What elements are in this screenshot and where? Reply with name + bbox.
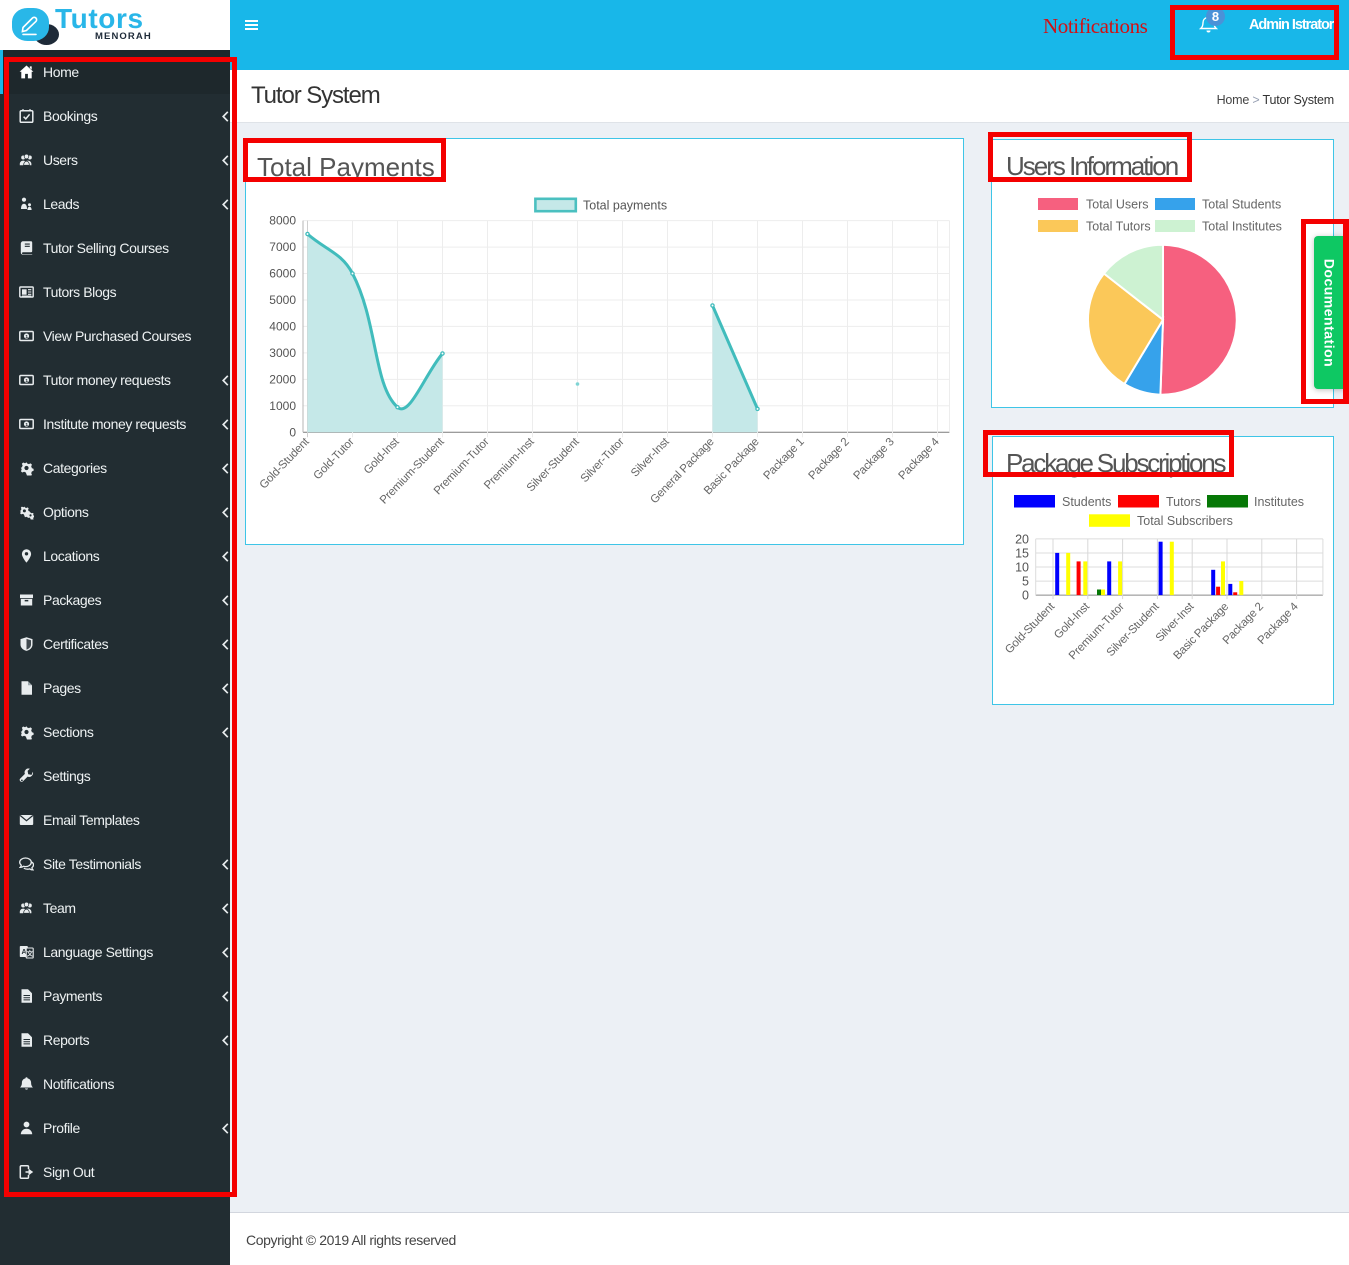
svg-text:4000: 4000 [269, 319, 296, 333]
svg-text:Silver-Tutor: Silver-Tutor [579, 436, 627, 485]
svg-text:1: 1 [25, 378, 28, 384]
svg-text:Total payments: Total payments [583, 199, 667, 213]
svg-text:Package 1: Package 1 [762, 436, 807, 482]
svg-text:Package 2: Package 2 [807, 436, 852, 482]
svg-text:Gold-Student: Gold-Student [1003, 600, 1058, 656]
svg-text:1000: 1000 [269, 399, 296, 413]
svg-text:Gold-Student: Gold-Student [258, 435, 313, 491]
svg-text:Package 3: Package 3 [852, 436, 897, 482]
svg-text:Gold-Inst: Gold-Inst [362, 435, 402, 476]
svg-text:5: 5 [1022, 575, 1029, 589]
svg-text:0: 0 [289, 425, 296, 439]
svg-text:1: 1 [25, 422, 28, 428]
svg-text:Gold-Tutor: Gold-Tutor [312, 436, 357, 482]
svg-text:Total Subscribers: Total Subscribers [1137, 514, 1233, 528]
svg-text:Tutors: Tutors [1166, 495, 1201, 509]
svg-text:A: A [21, 949, 26, 956]
svg-text:7000: 7000 [269, 240, 296, 254]
svg-text:Total Students: Total Students [1202, 198, 1281, 212]
svg-text:0: 0 [1022, 589, 1029, 603]
svg-text:8000: 8000 [269, 214, 296, 228]
svg-text:Total Tutors: Total Tutors [1086, 220, 1151, 234]
svg-text:10: 10 [1015, 561, 1029, 575]
svg-text:Total Users: Total Users [1086, 198, 1149, 212]
svg-text:20: 20 [1015, 532, 1029, 546]
svg-text:3000: 3000 [269, 346, 296, 360]
svg-text:6000: 6000 [269, 267, 296, 281]
svg-text:文: 文 [26, 949, 34, 958]
svg-text:Students: Students [1062, 495, 1111, 509]
svg-text:15: 15 [1015, 547, 1029, 561]
svg-text:5000: 5000 [269, 293, 296, 307]
svg-text:2000: 2000 [269, 372, 296, 386]
svg-text:Package 4: Package 4 [897, 435, 943, 482]
svg-text:Silver-Inst: Silver-Inst [629, 435, 672, 479]
svg-text:Institutes: Institutes [1254, 495, 1304, 509]
svg-text:1: 1 [25, 334, 28, 340]
svg-text:Total Institutes: Total Institutes [1202, 220, 1282, 234]
